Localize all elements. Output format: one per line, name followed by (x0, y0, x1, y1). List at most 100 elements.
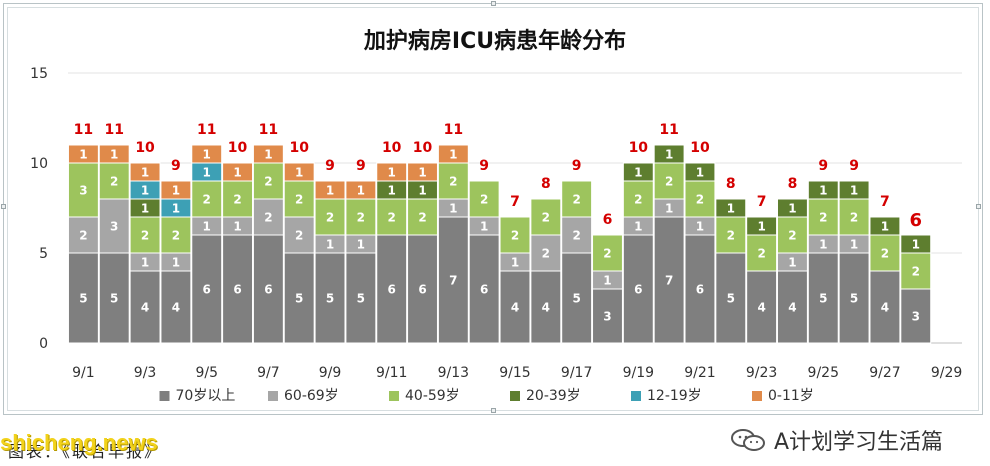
bar-segment (776, 270, 808, 344)
segment-value-label: 1 (172, 256, 180, 270)
bar-segment (160, 216, 192, 254)
segment-value-label: 1 (203, 166, 211, 180)
bar-segment (530, 270, 562, 344)
total-value-label: 11 (259, 122, 278, 138)
segment-value-label: 1 (634, 166, 642, 180)
total-value-label: 6 (603, 212, 613, 228)
segment-value-label: 2 (326, 211, 334, 225)
segment-value-label: 2 (881, 247, 889, 261)
total-value-label: 7 (757, 194, 767, 210)
bar-segment (838, 198, 870, 236)
segment-value-label: 1 (141, 202, 149, 216)
bar-segment (684, 180, 716, 218)
segment-value-label: 1 (110, 148, 118, 162)
legend-label: 12-19岁 (647, 388, 702, 404)
segment-value-label: 5 (572, 292, 580, 306)
bar-segment (160, 270, 192, 344)
segment-value-label: 5 (295, 292, 303, 306)
segment-value-label: 1 (388, 184, 396, 198)
segment-value-label: 4 (172, 301, 180, 315)
segment-value-label: 1 (634, 220, 642, 234)
bar-segment (314, 252, 346, 344)
x-tick-label: 9/9 (319, 365, 342, 381)
segment-value-label: 1 (418, 166, 426, 180)
segment-value-label: 1 (819, 238, 827, 252)
segment-value-label: 6 (264, 283, 272, 297)
bar-segment (191, 234, 223, 344)
bar-segment (468, 180, 500, 218)
bar-segment (98, 144, 130, 164)
segment-value-label: 1 (727, 202, 735, 216)
x-tick-label: 9/21 (684, 365, 715, 381)
segment-value-label: 1 (264, 148, 272, 162)
bar-segment (222, 234, 254, 344)
bar-series: 5231115321114121111041211961211116121106… (67, 122, 932, 344)
segment-value-label: 5 (79, 292, 87, 306)
legend-swatch (159, 391, 170, 401)
segment-value-label: 2 (603, 247, 611, 261)
segment-value-label: 1 (881, 220, 889, 234)
segment-value-label: 2 (233, 193, 241, 207)
bar-segment (653, 216, 685, 344)
bar-segment (252, 234, 284, 344)
segment-value-label: 1 (757, 220, 765, 234)
bar-segment (98, 252, 130, 344)
y-axis: 0 5 10 15 (30, 66, 48, 352)
bar-segment (807, 180, 839, 200)
segment-value-label: 2 (511, 229, 519, 243)
resize-handle-bottom[interactable] (491, 408, 496, 413)
bar-segment (191, 180, 223, 218)
legend-swatch (510, 391, 520, 401)
x-tick-label: 9/17 (561, 365, 592, 381)
x-tick-label: 9/5 (195, 365, 218, 381)
segment-value-label: 1 (788, 202, 796, 216)
bar-segment (283, 216, 315, 254)
legend-label: 40-59岁 (405, 388, 460, 404)
y-tick-label: 15 (30, 66, 48, 82)
segment-value-label: 1 (233, 166, 241, 180)
segment-value-label: 2 (264, 175, 272, 189)
legend: 70岁以上 60-69岁 40-59岁 20-39岁 12-19岁 0-11岁 (159, 388, 814, 404)
segment-value-label: 2 (141, 229, 149, 243)
x-tick-label: 9/15 (499, 365, 530, 381)
segment-value-label: 4 (141, 301, 149, 315)
total-value-label: 9 (479, 158, 489, 174)
segment-value-label: 1 (388, 166, 396, 180)
segment-value-label: 2 (110, 175, 118, 189)
bar-segment (684, 162, 716, 182)
segment-value-label: 1 (141, 256, 149, 270)
y-tick-label: 5 (39, 246, 48, 262)
bar-segment (191, 144, 223, 164)
segment-value-label: 5 (326, 292, 334, 306)
x-tick-label: 9/11 (376, 365, 407, 381)
bar-segment (314, 180, 346, 200)
bar-segment (376, 198, 408, 236)
segment-value-label: 1 (233, 220, 241, 234)
resize-handle-right[interactable] (976, 204, 981, 209)
legend-swatch (631, 391, 641, 401)
bar-segment (900, 234, 932, 254)
bar-segment (653, 144, 685, 164)
bar-segment (776, 198, 808, 218)
bar-segment (838, 252, 870, 344)
segment-value-label: 1 (819, 184, 827, 198)
total-value-label: 10 (413, 140, 433, 156)
total-value-label: 9 (356, 158, 366, 174)
segment-value-label: 5 (727, 292, 735, 306)
resize-handle-left[interactable] (1, 204, 6, 209)
segment-value-label: 2 (388, 211, 396, 225)
total-value-label: 9 (572, 158, 582, 174)
bar-segment (283, 162, 315, 182)
bar-segment (160, 180, 192, 200)
total-value-label: 10 (228, 140, 248, 156)
segment-value-label: 3 (603, 310, 611, 324)
segment-value-label: 2 (449, 175, 457, 189)
legend-label: 0-11岁 (768, 388, 814, 404)
total-value-label: 10 (289, 140, 309, 156)
segment-value-label: 1 (357, 238, 365, 252)
resize-handle-top[interactable] (491, 1, 496, 6)
segment-value-label: 7 (665, 274, 673, 288)
segment-value-label: 5 (357, 292, 365, 306)
site-watermark: shicheng.news (0, 430, 158, 455)
